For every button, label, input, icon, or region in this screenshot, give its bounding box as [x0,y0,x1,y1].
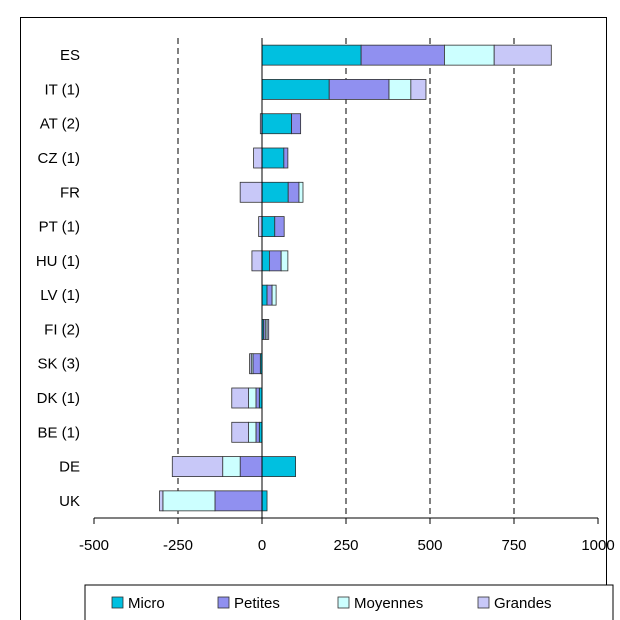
bar-moyennes-1 [388,79,412,100]
bar-petites-13 [214,490,263,512]
category-label-5: PT (1) [39,219,80,236]
bar-grandes-6 [251,250,263,272]
legend-swatch-micro [111,596,124,609]
category-label-11: BE (1) [37,424,80,441]
legend-swatch-moyennes [337,596,350,609]
bar-petites-6 [268,250,282,272]
category-label-1: IT (1) [44,81,80,98]
bar-grandes-3 [253,147,263,169]
category-label-3: CZ (1) [38,150,81,167]
bar-moyennes-13 [162,490,216,512]
bar-petites-11 [255,421,260,443]
legend-swatch-petites [217,596,230,609]
legend-label-micro: Micro [128,595,165,612]
bar-micro-7 [261,284,268,306]
x-tick-label-1: -250 [163,537,193,554]
category-label-2: AT (2) [40,116,80,133]
bar-grandes-5 [258,216,263,237]
bar-petites-12 [239,456,263,477]
bar-micro-4 [261,181,289,203]
legend-label-petites: Petites [234,595,280,612]
category-label-13: UK [59,493,80,510]
bar-moyennes-11 [248,421,257,443]
bar-petites-9 [252,353,261,375]
bar-moyennes-7 [271,284,277,306]
bar-petites-7 [266,284,273,306]
legend-label-grandes: Grandes [494,595,552,612]
x-tick-label-3: 250 [333,537,358,554]
category-label-9: SK (3) [37,356,80,373]
category-label-8: FI (2) [44,321,80,338]
bar-petites-10 [255,387,260,409]
legend-label-moyennes: Moyennes [354,595,423,612]
bar-grandes-11 [231,421,249,443]
x-tick-label-0: -500 [79,537,109,554]
chart-frame [20,17,607,620]
bar-petites-3 [283,147,289,169]
bar-micro-13 [261,490,268,512]
bar-moyennes-6 [280,250,289,272]
bar-micro-12 [261,456,296,477]
bar-grandes-9 [249,353,252,375]
bar-grandes-4 [239,181,263,203]
bar-micro-6 [261,250,270,272]
x-tick-label-5: 750 [501,537,526,554]
bar-moyennes-0 [444,44,495,66]
bar-grandes-1 [410,79,427,100]
x-tick-label-4: 500 [417,537,442,554]
bar-grandes-8 [266,319,270,340]
bar-moyennes-4 [298,181,304,203]
bar-grandes-0 [493,44,552,66]
x-tick-label-2: 0 [258,537,266,554]
bar-petites-4 [287,181,300,203]
bar-micro-3 [261,147,285,169]
category-label-12: DE [59,459,80,476]
bar-petites-5 [274,216,285,237]
x-tick-label-6: 1000 [581,537,614,554]
bar-micro-0 [261,44,362,66]
bar-petites-0 [360,44,445,66]
bar-grandes-12 [171,456,224,477]
bar-petites-1 [328,79,390,100]
category-label-0: ES [60,47,80,64]
bar-grandes-10 [231,387,249,409]
category-label-7: LV (1) [40,287,80,304]
bar-moyennes-10 [248,387,257,409]
category-label-4: FR [60,184,80,201]
category-label-10: DK (1) [37,390,80,407]
bar-grandes-13 [159,490,164,512]
category-label-6: HU (1) [36,253,80,270]
bar-micro-1 [261,79,330,100]
legend-swatch-grandes [477,596,490,609]
bar-micro-5 [261,216,276,237]
bar-petites-2 [291,113,302,135]
bar-micro-2 [261,113,292,135]
bar-moyennes-12 [222,456,241,477]
